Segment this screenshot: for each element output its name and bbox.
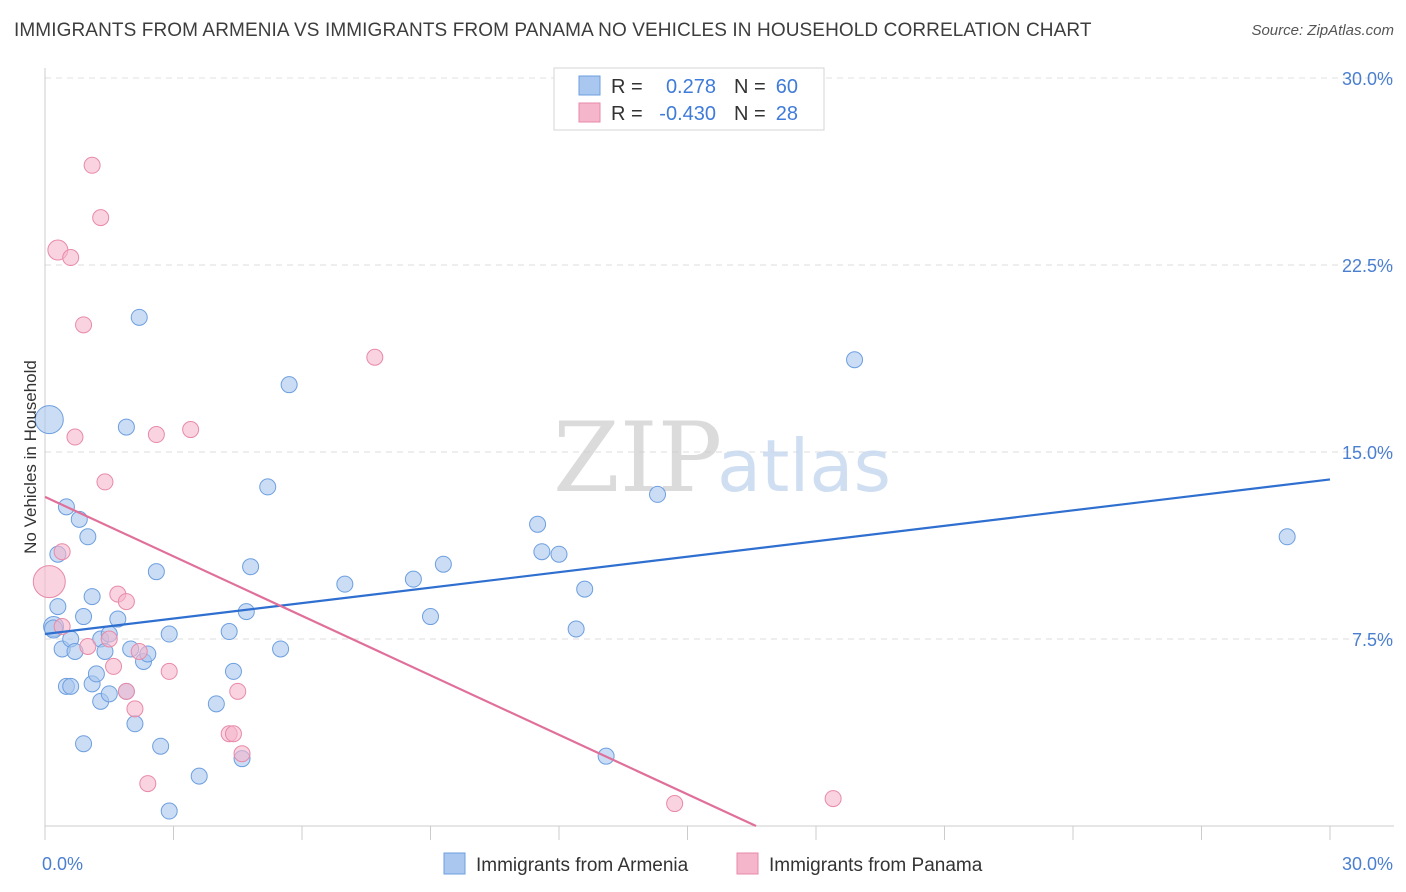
armenia-point-42 bbox=[259, 478, 277, 496]
armenia-point-36 bbox=[207, 695, 225, 713]
armenia-point-34 bbox=[160, 802, 178, 820]
panama-trend-line bbox=[44, 495, 757, 827]
y-tick-label-0: 7.5% bbox=[1352, 630, 1393, 650]
y-axis-label: No Vehicles in Household bbox=[21, 360, 40, 554]
armenia-point-17 bbox=[87, 665, 105, 683]
y-tick-label-2: 22.5% bbox=[1342, 256, 1393, 276]
armenia-point-23 bbox=[109, 610, 127, 628]
watermark: ZIP atlas bbox=[553, 402, 891, 514]
panama-point-6 bbox=[75, 316, 93, 334]
bottom-legend-label-armenia: Immigrants from Armenia bbox=[476, 855, 689, 876]
panama-point-24 bbox=[229, 682, 247, 700]
armenia-point-22 bbox=[100, 685, 118, 703]
panama-point-25 bbox=[233, 745, 251, 763]
armenia-point-27 bbox=[126, 715, 144, 733]
panama-point-14 bbox=[117, 682, 135, 700]
armenia-point-13 bbox=[75, 735, 93, 753]
source-label: Source: ZipAtlas.com bbox=[1251, 22, 1394, 39]
y-tick-labels: 7.5% 15.0% 22.5% 30.0% bbox=[1342, 69, 1393, 650]
armenia-point-28 bbox=[130, 308, 148, 326]
legend-r-value-armenia: 0.278 bbox=[666, 76, 716, 98]
series-legend: Immigrants from Armenia Immigrants from … bbox=[443, 852, 983, 876]
armenia-point-38 bbox=[224, 662, 242, 680]
bottom-legend-swatch-armenia bbox=[443, 852, 466, 875]
panama-point-20 bbox=[160, 662, 178, 680]
armenia-point-55 bbox=[649, 485, 667, 503]
legend-r-label-panama: R = bbox=[611, 103, 643, 125]
panama-point-16 bbox=[126, 700, 144, 718]
armenia-point-0 bbox=[34, 405, 64, 435]
trend-lines bbox=[44, 478, 1331, 827]
armenia-point-8 bbox=[62, 677, 80, 695]
armenia-point-33 bbox=[160, 625, 178, 643]
bottom-legend-swatch-panama bbox=[736, 852, 759, 875]
panama-point-3 bbox=[53, 543, 71, 561]
armenia-point-45 bbox=[336, 575, 354, 593]
legend-r-label-armenia: R = bbox=[611, 76, 643, 98]
panama-point-23 bbox=[224, 725, 242, 743]
armenia-point-46 bbox=[404, 570, 422, 588]
armenia-point-47 bbox=[422, 608, 439, 626]
panama-point-15 bbox=[117, 593, 135, 611]
legend-n-label-armenia: N = bbox=[734, 76, 766, 98]
armenia-point-56 bbox=[846, 351, 864, 369]
legend-n-label-panama: N = bbox=[734, 103, 766, 125]
armenia-point-53 bbox=[576, 580, 594, 598]
watermark-zip: ZIP bbox=[553, 402, 722, 514]
panama-point-21 bbox=[182, 421, 200, 439]
legend-r-value-panama: -0.430 bbox=[659, 103, 716, 125]
panama-point-27 bbox=[666, 795, 684, 813]
legend-swatch-armenia bbox=[578, 75, 601, 96]
armenia-point-49 bbox=[529, 515, 547, 533]
bottom-legend-label-panama: Immigrants from Panama bbox=[769, 855, 983, 876]
x-tick-label-0: 0.0% bbox=[42, 854, 83, 874]
panama-point-9 bbox=[92, 209, 110, 227]
armenia-point-16 bbox=[83, 588, 101, 606]
axes bbox=[44, 68, 1394, 840]
panama-point-5 bbox=[66, 428, 84, 446]
legend-n-value-armenia: 60 bbox=[776, 76, 798, 98]
panama-point-7 bbox=[79, 637, 97, 655]
armenia-point-51 bbox=[550, 545, 568, 563]
armenia-point-44 bbox=[280, 376, 298, 394]
panama-point-11 bbox=[100, 630, 118, 648]
x-tick-label-1: 30.0% bbox=[1342, 854, 1393, 874]
armenia-point-41 bbox=[242, 558, 260, 576]
legend-n-value-panama: 28 bbox=[776, 103, 798, 125]
armenia-point-12 bbox=[75, 608, 93, 626]
armenia-point-37 bbox=[220, 623, 238, 641]
armenia-point-48 bbox=[434, 555, 452, 573]
panama-point-28 bbox=[824, 790, 842, 808]
armenia-point-4 bbox=[49, 598, 67, 616]
armenia-point-32 bbox=[152, 737, 170, 755]
panama-point-8 bbox=[83, 156, 101, 174]
armenia-point-35 bbox=[190, 767, 208, 785]
panama-point-18 bbox=[139, 775, 157, 793]
chart-title: IMMIGRANTS FROM ARMENIA VS IMMIGRANTS FR… bbox=[14, 20, 1092, 41]
y-tick-label-1: 15.0% bbox=[1342, 443, 1393, 463]
panama-point-17 bbox=[130, 642, 148, 660]
armenia-point-14 bbox=[79, 528, 97, 546]
x-tick-labels: 0.0% 30.0% bbox=[42, 854, 1393, 874]
panama-point-10 bbox=[96, 473, 114, 491]
panama-point-0 bbox=[32, 565, 66, 599]
panama-point-4 bbox=[62, 249, 80, 267]
watermark-atlas: atlas bbox=[717, 424, 891, 508]
armenia-point-50 bbox=[533, 543, 551, 561]
grid-lines bbox=[45, 77, 1394, 640]
armenia-trend-line bbox=[44, 478, 1331, 636]
y-tick-label-3: 30.0% bbox=[1342, 69, 1393, 89]
stats-legend: R = 0.278 N = 60 R = -0.430 N = 28 bbox=[553, 67, 825, 131]
armenia-point-31 bbox=[147, 563, 165, 581]
legend-swatch-panama bbox=[578, 102, 601, 123]
data-points bbox=[32, 156, 1296, 820]
armenia-point-43 bbox=[272, 640, 290, 658]
armenia-point-57 bbox=[1278, 528, 1296, 546]
panama-point-12 bbox=[105, 657, 123, 675]
panama-point-26 bbox=[366, 348, 384, 366]
panama-point-19 bbox=[147, 426, 165, 444]
armenia-point-24 bbox=[117, 418, 135, 436]
armenia-point-52 bbox=[567, 620, 585, 638]
